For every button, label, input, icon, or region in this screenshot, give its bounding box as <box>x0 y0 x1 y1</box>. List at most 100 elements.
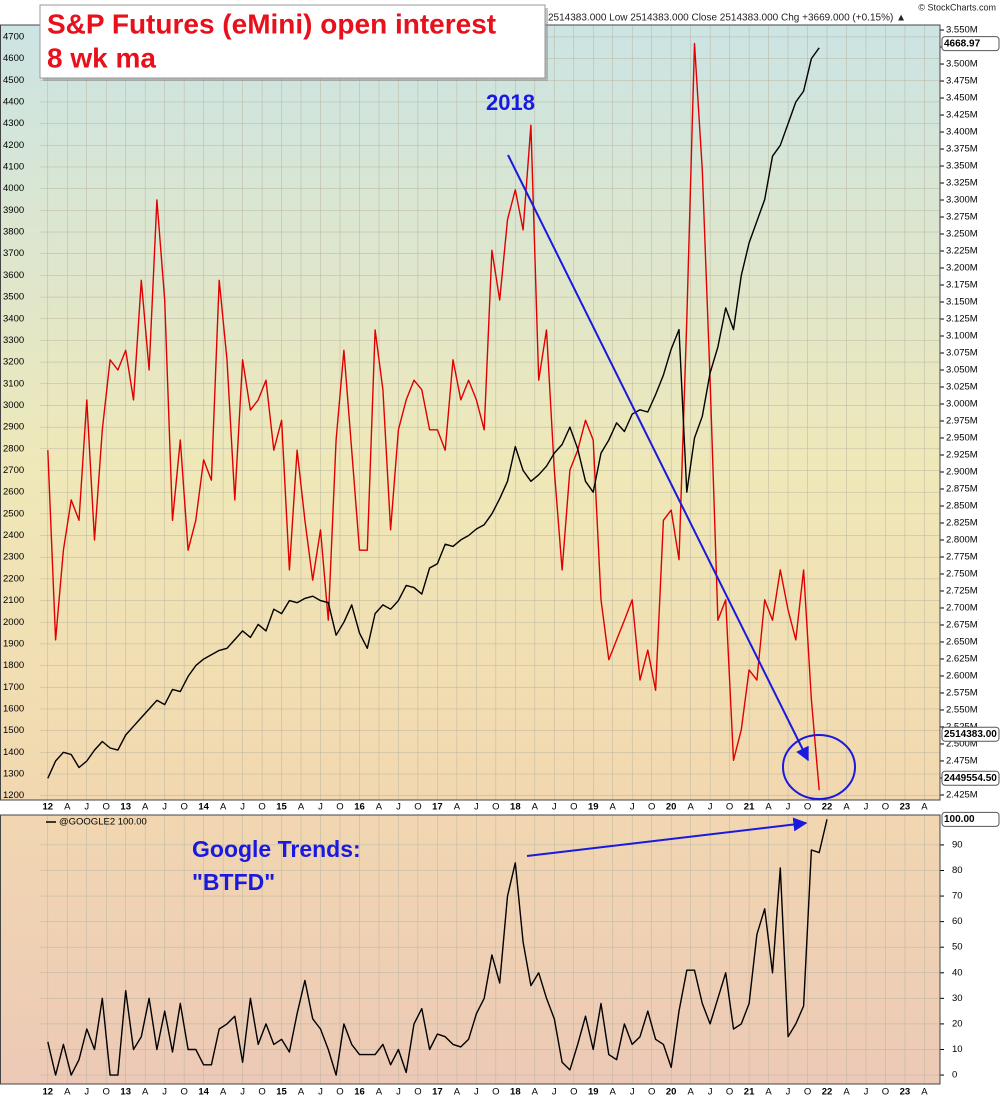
x-tick-label: 18 <box>510 802 521 813</box>
y-tick-label: 1400 <box>3 747 24 758</box>
y-tick-label: 4500 <box>3 75 24 86</box>
x-tick-label: A <box>142 1087 149 1098</box>
y2-tick-label: 2.725M <box>946 586 978 597</box>
x-tick-label: A <box>298 1087 305 1098</box>
x-tick-label: 14 <box>198 1087 209 1098</box>
y-tick-label: 4400 <box>3 96 24 107</box>
y2-tick-label: 3.175M <box>946 280 978 291</box>
y-tick-label: 90 <box>952 839 963 850</box>
series-line <box>47 47 820 779</box>
y2-tick-label: 2.825M <box>946 518 978 529</box>
y2-tick-label: 3.400M <box>946 127 978 138</box>
y-tick-label: 80 <box>952 865 963 876</box>
x-tick-label: 22 <box>822 802 833 813</box>
x-tick-label: 12 <box>43 802 54 813</box>
x-tick-label: O <box>414 802 421 813</box>
title-box <box>39 4 546 79</box>
x-tick-label: 16 <box>354 802 365 813</box>
y-tick-label: 40 <box>952 967 963 978</box>
x-tick-label: O <box>258 802 265 813</box>
annotation: "BTFD" <box>192 869 275 895</box>
x-tick-label: O <box>570 802 577 813</box>
x-tick-label: 18 <box>510 1087 521 1098</box>
y-tick-label: 3900 <box>3 205 24 216</box>
legend-entry: @GOOGLE2 100.00 <box>59 817 147 828</box>
y-tick-label: 10 <box>952 1044 963 1055</box>
x-tick-label: O <box>570 1087 577 1098</box>
y-tick-label: 4000 <box>3 183 24 194</box>
y2-tick-label: 2.750M <box>946 569 978 580</box>
x-tick-label: A <box>921 802 928 813</box>
x-tick-label: A <box>532 1087 539 1098</box>
x-tick-label: 23 <box>900 1087 911 1098</box>
y-tick-label: 2600 <box>3 487 24 498</box>
y2-tick-label: 2.875M <box>946 484 978 495</box>
x-tick-label: J <box>162 1087 167 1098</box>
x-tick-label: O <box>648 802 655 813</box>
y2-tick-label: 3.100M <box>946 331 978 342</box>
x-tick-label: A <box>843 1087 850 1098</box>
x-tick-label: J <box>318 802 323 813</box>
x-tick-label: 14 <box>198 802 209 813</box>
y2-tick-label: 3.000M <box>946 399 978 410</box>
x-tick-label: 20 <box>666 1087 677 1098</box>
x-tick-label: 15 <box>276 802 287 813</box>
annotation: Google Trends: <box>192 836 361 862</box>
x-tick-label: J <box>552 802 557 813</box>
x-tick-label: J <box>474 802 479 813</box>
y2-tick-label: 3.450M <box>946 93 978 104</box>
y-tick-label: 4700 <box>3 31 24 42</box>
y2-tick-label: 3.225M <box>946 246 978 257</box>
credit: © StockCharts.com <box>918 2 996 12</box>
y-tick-label: 4300 <box>3 118 24 129</box>
x-tick-label: 15 <box>276 1087 287 1098</box>
x-tick-label: O <box>804 802 811 813</box>
x-tick-label: 12 <box>43 1087 54 1098</box>
x-tick-label: J <box>786 1087 791 1098</box>
x-tick-label: 19 <box>588 1087 599 1098</box>
value-label: 100.00 <box>944 814 975 825</box>
y-tick-label: 1200 <box>3 790 24 801</box>
plot-background <box>0 25 940 800</box>
y2-tick-label: 2.800M <box>946 535 978 546</box>
x-tick-label: 21 <box>744 802 755 813</box>
value-label-box <box>941 770 1000 786</box>
y-tick-label: 2900 <box>3 422 24 433</box>
y2-tick-label: 2.775M <box>946 552 978 563</box>
x-tick-label: 21 <box>744 1087 755 1098</box>
x-tick-label: J <box>708 802 713 813</box>
x-tick-label: J <box>162 802 167 813</box>
y-tick-label: 3800 <box>3 227 24 238</box>
y2-tick-label: 3.050M <box>946 365 978 376</box>
y-tick-label: 2700 <box>3 465 24 476</box>
series-line <box>47 819 828 1076</box>
x-tick-label: J <box>864 1087 869 1098</box>
y2-tick-label: 3.350M <box>946 161 978 172</box>
x-tick-label: A <box>610 1087 617 1098</box>
x-tick-label: A <box>220 1087 227 1098</box>
value-label: 2449554.50 <box>944 773 997 784</box>
y-tick-label: 1800 <box>3 660 24 671</box>
y-tick-label: 3300 <box>3 335 24 346</box>
x-tick-label: O <box>103 1087 110 1098</box>
x-tick-label: J <box>396 802 401 813</box>
y2-tick-label: 2.925M <box>946 450 978 461</box>
y2-tick-label: 3.200M <box>946 263 978 274</box>
y2-tick-label: 3.500M <box>946 59 978 70</box>
x-tick-label: A <box>376 802 383 813</box>
x-tick-label: O <box>180 802 187 813</box>
y2-tick-label: 2.900M <box>946 467 978 478</box>
x-tick-label: J <box>318 1087 323 1098</box>
x-tick-label: 13 <box>120 802 131 813</box>
x-tick-label: O <box>882 1087 889 1098</box>
x-tick-label: 20 <box>666 802 677 813</box>
x-tick-label: J <box>630 1087 635 1098</box>
x-tick-label: O <box>103 802 110 813</box>
y-tick-label: 2000 <box>3 617 24 628</box>
y2-tick-label: 3.375M <box>946 144 978 155</box>
x-tick-label: J <box>864 802 869 813</box>
x-tick-label: J <box>84 802 89 813</box>
y-tick-label: 3100 <box>3 378 24 389</box>
x-tick-label: J <box>396 1087 401 1098</box>
y-tick-label: 3200 <box>3 357 24 368</box>
